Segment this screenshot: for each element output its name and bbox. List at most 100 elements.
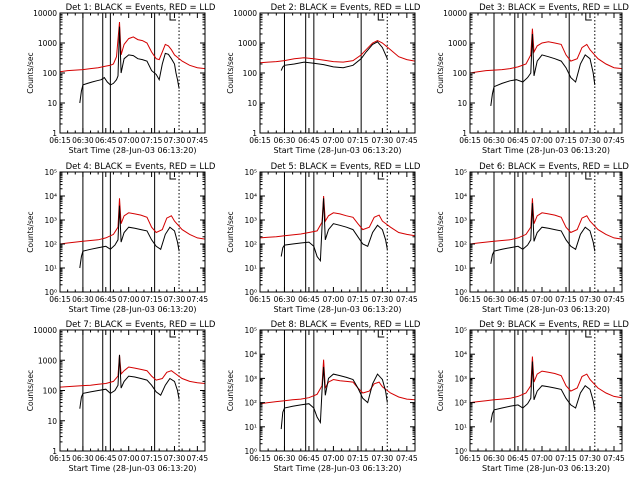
y-tick-label: 100 bbox=[43, 387, 58, 396]
y-tick-label: 10⁰ bbox=[244, 447, 257, 456]
y-tick-label: 10⁵ bbox=[454, 326, 467, 335]
series-line bbox=[260, 359, 415, 405]
y-tick-label: 10 bbox=[47, 99, 57, 108]
chart-panel: 1 10 100 1000 10000 06:15 06:30 06:45 07:00 07:15… bbox=[226, 3, 421, 155]
x-tick-label: 06:15 bbox=[49, 454, 71, 463]
series-line bbox=[60, 21, 205, 73]
x-tick-label: 07:15 bbox=[141, 136, 163, 145]
y-axis-label: Counts/sec bbox=[436, 52, 445, 93]
plot-frame bbox=[59, 171, 206, 293]
y-axis-label: Counts/sec bbox=[436, 211, 445, 252]
x-tick-label: 06:30 bbox=[483, 454, 505, 463]
y-tick-label: 10⁵ bbox=[454, 168, 467, 177]
chart-title: Det 8: BLACK = Events, RED = LLD bbox=[271, 320, 421, 330]
y-tick-label: 10³ bbox=[244, 216, 257, 225]
y-tick-label: 1000 bbox=[238, 39, 257, 48]
x-tick-label: 06:30 bbox=[72, 295, 94, 304]
x-axis-label: Start Time (28-Jun-03 06:13:20) bbox=[274, 464, 402, 473]
series-line bbox=[280, 366, 388, 430]
bracket-mark bbox=[169, 13, 177, 21]
y-tick-label: 10⁵ bbox=[244, 326, 257, 335]
x-tick-label: 06:15 bbox=[249, 454, 271, 463]
x-tick-label: 06:45 bbox=[507, 295, 529, 304]
series-line bbox=[490, 203, 596, 264]
series-line bbox=[280, 198, 388, 263]
chart-title: Det 2: BLACK = Events, RED = LLD bbox=[271, 3, 421, 13]
x-tick-label: 06:15 bbox=[49, 136, 71, 145]
x-tick-label: 07:00 bbox=[531, 136, 553, 145]
y-tick-label: 100 bbox=[43, 69, 58, 78]
y-tick-label: 100 bbox=[243, 69, 258, 78]
chart-title: Det 7: BLACK = Events, RED = LLD bbox=[66, 320, 216, 330]
x-tick-label: 07:30 bbox=[372, 136, 394, 145]
x-tick-label: 07:30 bbox=[579, 136, 601, 145]
x-tick-label: 07:45 bbox=[187, 136, 209, 145]
x-tick-label: 07:45 bbox=[396, 295, 418, 304]
x-axis-label: Start Time (28-Jun-03 06:13:20) bbox=[69, 146, 197, 155]
y-tick-label: 10⁴ bbox=[454, 350, 467, 359]
y-tick-label: 1 bbox=[52, 447, 57, 456]
x-tick-label: 06:45 bbox=[95, 136, 117, 145]
x-tick-label: 07:30 bbox=[164, 295, 186, 304]
y-tick-label: 10³ bbox=[454, 216, 467, 225]
x-tick-label: 06:30 bbox=[483, 295, 505, 304]
bracket-mark bbox=[377, 13, 385, 21]
plot-frame bbox=[469, 12, 623, 134]
y-axis-label: Counts/sec bbox=[226, 211, 235, 252]
y-tick-label: 10¹ bbox=[244, 423, 257, 432]
x-tick-label: 06:45 bbox=[507, 136, 529, 145]
x-tick-label: 07:15 bbox=[141, 295, 163, 304]
series-line bbox=[470, 28, 622, 74]
x-tick-label: 06:30 bbox=[72, 136, 94, 145]
y-axis-label: Counts/sec bbox=[436, 370, 445, 411]
x-tick-label: 06:30 bbox=[274, 454, 296, 463]
y-axis-label: Counts/sec bbox=[226, 52, 235, 93]
y-tick-label: 10⁴ bbox=[454, 192, 467, 201]
y-tick-label: 10⁰ bbox=[454, 288, 467, 297]
y-axis-label: Counts/sec bbox=[26, 211, 35, 252]
x-axis-label: Start Time (28-Jun-03 06:13:20) bbox=[482, 146, 610, 155]
x-tick-label: 07:00 bbox=[118, 454, 140, 463]
series-line bbox=[470, 356, 622, 404]
series-line bbox=[490, 361, 596, 423]
x-tick-label: 07:45 bbox=[187, 454, 209, 463]
y-tick-label: 10 bbox=[47, 417, 57, 426]
bracket-mark bbox=[377, 172, 385, 180]
x-tick-label: 06:30 bbox=[274, 136, 296, 145]
chart-title: Det 4: BLACK = Events, RED = LLD bbox=[66, 162, 216, 172]
x-tick-label: 07:00 bbox=[118, 295, 140, 304]
y-tick-label: 10000 bbox=[233, 9, 257, 18]
x-axis-label: Start Time (28-Jun-03 06:13:20) bbox=[482, 464, 610, 473]
chart-title: Det 3: BLACK = Events, RED = LLD bbox=[479, 3, 629, 13]
x-tick-label: 07:15 bbox=[347, 136, 369, 145]
bracket-mark bbox=[585, 330, 592, 338]
bracket-mark bbox=[377, 330, 385, 338]
y-tick-label: 10⁵ bbox=[244, 168, 257, 177]
x-tick-label: 07:45 bbox=[187, 295, 209, 304]
chart-title: Det 9: BLACK = Events, RED = LLD bbox=[479, 320, 629, 330]
x-tick-label: 06:15 bbox=[459, 136, 481, 145]
bracket-mark bbox=[169, 172, 177, 180]
x-tick-label: 07:15 bbox=[555, 136, 577, 145]
y-tick-label: 10³ bbox=[454, 374, 467, 383]
x-tick-label: 07:45 bbox=[603, 136, 625, 145]
chart-panel: 1 10 100 1000 10000 06:15 06:30 06:45 07:00 07:15… bbox=[436, 3, 629, 155]
y-tick-label: 10⁰ bbox=[244, 288, 257, 297]
x-tick-label: 07:30 bbox=[372, 454, 394, 463]
series-line bbox=[60, 198, 205, 245]
y-tick-label: 10² bbox=[454, 240, 467, 249]
y-tick-label: 10² bbox=[244, 240, 257, 249]
y-tick-label: 100 bbox=[453, 69, 468, 78]
x-tick-label: 07:15 bbox=[555, 295, 577, 304]
y-tick-label: 10⁴ bbox=[44, 192, 57, 201]
plot-frame bbox=[469, 171, 623, 293]
y-tick-label: 10² bbox=[44, 240, 57, 249]
x-tick-label: 07:45 bbox=[603, 295, 625, 304]
x-axis-label: Start Time (28-Jun-03 06:13:20) bbox=[69, 305, 197, 314]
plot-frame bbox=[259, 12, 416, 134]
x-tick-label: 06:45 bbox=[95, 295, 117, 304]
x-tick-label: 07:00 bbox=[323, 136, 345, 145]
series-line bbox=[470, 198, 622, 245]
